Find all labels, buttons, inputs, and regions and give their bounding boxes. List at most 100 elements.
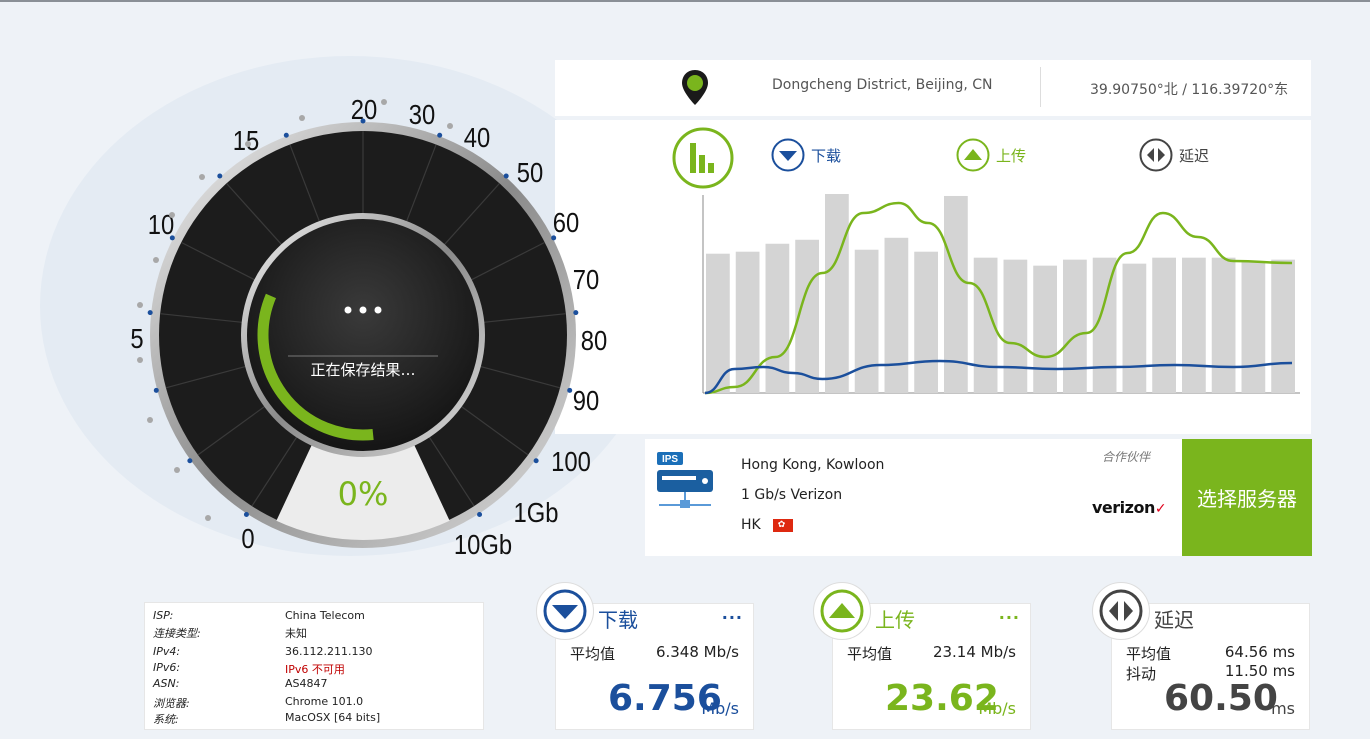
speed-chart xyxy=(702,194,1300,395)
gauge-minor-dot xyxy=(137,357,143,363)
connection-info: ISP: China Telecom 连接类型: 未知 IPv4: 36.112.211.… xyxy=(144,602,484,730)
server-city: Hong Kong, Kowloon xyxy=(741,457,885,473)
location-coordinates: 39.90750°北 / 116.39720°东 xyxy=(1090,82,1289,98)
chart-bar xyxy=(1092,257,1117,393)
info-value: MacOSX [64 bits] xyxy=(285,711,381,724)
legend-latency-label: 延迟 xyxy=(1179,146,1210,165)
chart-bar xyxy=(1271,259,1295,393)
legend-upload-label: 上传 xyxy=(996,146,1027,165)
gauge-major-marker xyxy=(187,458,193,464)
gauge-segment-line xyxy=(197,403,268,456)
latency-avg-label: 平均值 xyxy=(1126,645,1172,663)
gauge-major-marker xyxy=(437,132,443,138)
chart-bar xyxy=(1063,259,1087,393)
legend-latency[interactable]: 延迟 xyxy=(1139,137,1209,173)
gauge-tick-label: 50 xyxy=(517,156,543,188)
download-more-dots[interactable]: ... xyxy=(721,604,743,623)
gauge-segment-line xyxy=(458,403,529,456)
download-avg-value: 6.348 Mb/s xyxy=(655,643,739,661)
top-border xyxy=(0,0,1370,2)
chart-bar xyxy=(914,251,938,393)
gauge-minor-dot xyxy=(137,302,143,308)
gauge-tick-label: 40 xyxy=(464,121,490,153)
upload-avg-value: 23.14 Mb/s xyxy=(932,643,1016,661)
legend-download[interactable]: 下载 xyxy=(771,137,841,173)
upload-speed: 23.62 xyxy=(885,678,999,719)
info-value: AS4847 xyxy=(285,677,328,690)
server-country-code: HK xyxy=(741,517,761,533)
gauge-minor-dot xyxy=(174,467,180,473)
gauge-tick-label: 90 xyxy=(573,384,599,416)
gauge-tick-label: 70 xyxy=(573,263,599,295)
latency-icon xyxy=(1139,138,1173,172)
gauge-tick-label: 10Gb xyxy=(454,528,512,560)
partner-label: 合作伙伴 xyxy=(1102,450,1151,464)
latency-card: 延迟 平均值 64.56 ms 抖动 11.50 ms 60.50 ms xyxy=(1092,582,1310,730)
upload-icon xyxy=(956,138,990,172)
latency-avg-value: 64.56 ms xyxy=(1224,643,1295,661)
download-icon xyxy=(543,589,587,633)
download-speed: 6.756 xyxy=(608,678,722,719)
upload-more-dots[interactable]: ... xyxy=(998,604,1020,623)
server-icon: IPS xyxy=(657,452,713,508)
server-icon-label: IPS xyxy=(662,454,678,465)
map-pin-icon xyxy=(682,70,708,105)
gauge-tick-label: 1Gb xyxy=(514,496,559,528)
legend-upload[interactable]: 上传 xyxy=(956,137,1026,173)
gauge-major-marker xyxy=(147,310,153,316)
gauge-segment-line xyxy=(404,144,437,226)
location-bar: Dongcheng District, Beijing, CN 39.90750… xyxy=(555,60,1311,116)
chart-bar xyxy=(735,251,760,393)
gauge-segment-line xyxy=(441,182,500,248)
loading-dot xyxy=(374,306,382,314)
gauge-major-marker xyxy=(217,173,223,179)
gauge-tick-label: 100 xyxy=(551,445,591,477)
upload-unit: Mb/s xyxy=(978,699,1016,718)
gauge-segment-line xyxy=(480,313,566,324)
chart-bar xyxy=(1033,265,1057,393)
chart-bar xyxy=(944,195,968,393)
bar-chart-icon[interactable] xyxy=(672,127,734,189)
gauge-percent: 0% xyxy=(338,475,389,513)
gauge-major-marker xyxy=(567,387,573,393)
info-key: 浏览器: xyxy=(153,697,190,710)
gauge-status: 正在保存结果… xyxy=(310,361,415,379)
info-key: IPv4: xyxy=(153,645,181,658)
gauge-major-marker xyxy=(360,118,366,124)
jitter-label: 抖动 xyxy=(1126,665,1157,683)
verizon-logo: verizon✓ xyxy=(1092,498,1167,517)
chart-bar xyxy=(706,253,730,393)
download-series-line xyxy=(704,359,1293,395)
info-key: ISP: xyxy=(153,609,174,622)
gauge-tick-label: 30 xyxy=(409,98,435,130)
latency-unit: ms xyxy=(1271,699,1295,718)
chart-bar xyxy=(765,243,790,393)
chart-bar xyxy=(884,237,909,393)
latency-circle xyxy=(1092,582,1150,640)
gauge-major-marker xyxy=(503,173,509,179)
latency-value: 60.50 xyxy=(1164,678,1278,719)
download-icon xyxy=(771,138,805,172)
download-unit: Mb/s xyxy=(701,699,739,718)
hk-flag-icon xyxy=(772,518,793,532)
partner-logo-text: verizon xyxy=(1092,498,1155,517)
select-server-button[interactable]: 选择服务器 xyxy=(1182,439,1312,556)
gauge-tick-label: 5 xyxy=(130,322,143,354)
info-key: ASN: xyxy=(153,677,180,690)
download-avg-label: 平均值 xyxy=(570,645,616,663)
upload-avg-label: 平均值 xyxy=(847,645,893,663)
gauge-segment-line xyxy=(165,364,250,389)
server-panel: IPS Hong Kong, Kowloon 1 Gb/s Verizon HK… xyxy=(645,439,1182,556)
upload-icon xyxy=(820,589,864,633)
latency-icon xyxy=(1099,589,1143,633)
gauge-progress-arc xyxy=(257,293,374,441)
chart-bar xyxy=(1152,257,1176,393)
gauge-minor-dot xyxy=(147,417,153,423)
loading-dot xyxy=(344,306,352,314)
legend-download-label: 下载 xyxy=(811,146,842,165)
info-key: IPv6: xyxy=(153,661,181,674)
gauge-tick-label: 60 xyxy=(553,206,579,238)
gauge-major-marker xyxy=(573,310,579,316)
gauge-minor-dot xyxy=(169,212,175,218)
gauge-minor-dot xyxy=(205,515,211,521)
